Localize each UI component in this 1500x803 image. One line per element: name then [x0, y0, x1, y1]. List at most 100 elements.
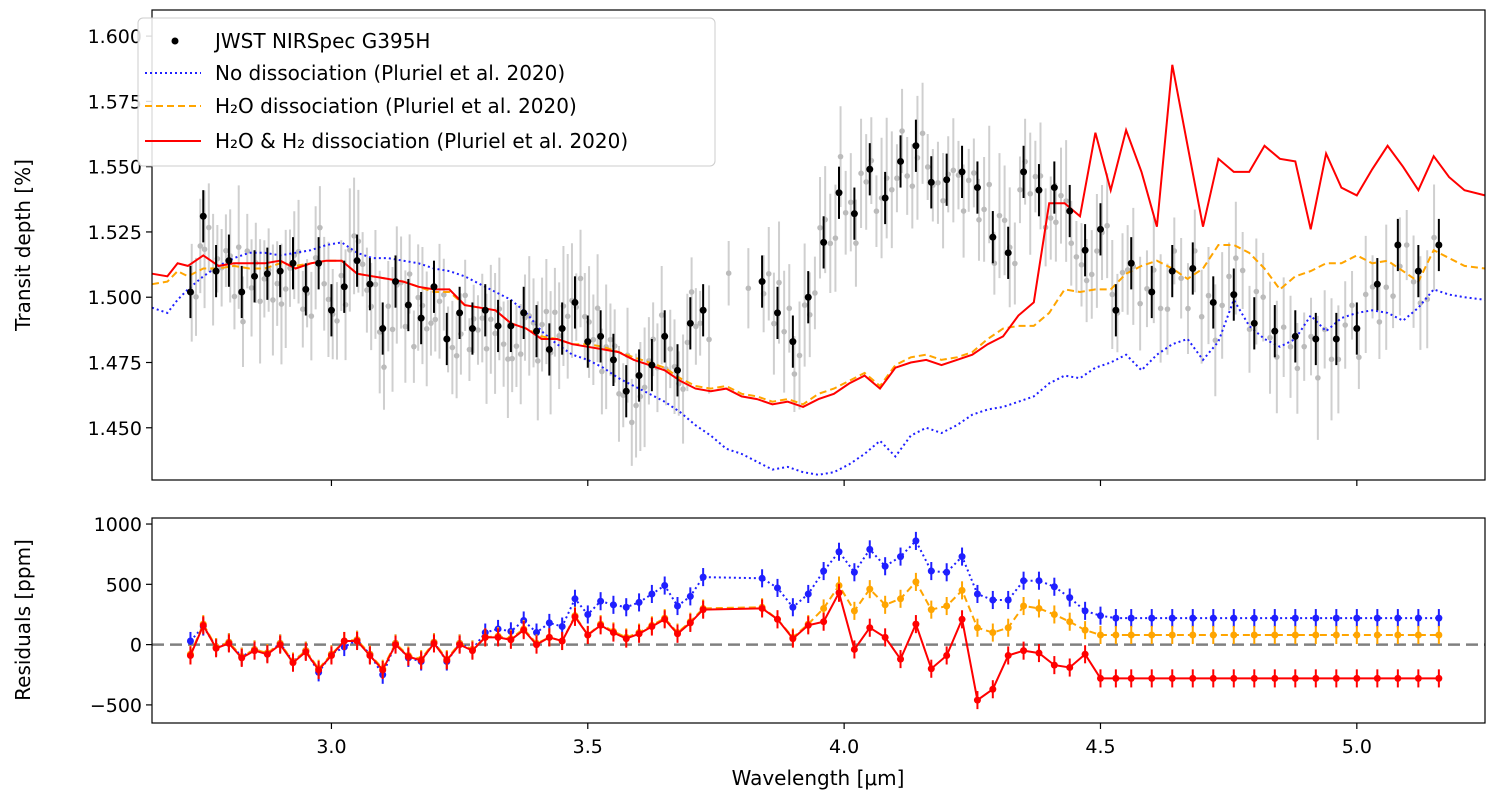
residual-point	[1209, 631, 1217, 639]
data-point	[597, 332, 605, 340]
residual-point	[1271, 614, 1279, 622]
data-point	[758, 278, 766, 286]
unbinned-point	[270, 297, 276, 303]
residual-point	[571, 595, 579, 603]
data-point	[1209, 298, 1217, 306]
residuals-panel: −500 0 500 1000 3.0 3.5 4.0 4.5 5.0 Residuals […	[11, 514, 1486, 790]
residual-point	[494, 633, 502, 641]
residual-point	[927, 606, 935, 614]
residual-point	[1096, 631, 1104, 639]
data-point	[1230, 291, 1238, 299]
unbinned-point	[334, 318, 340, 324]
unbinned-point	[325, 296, 332, 303]
unbinned-point	[1178, 275, 1184, 282]
residual-point	[1168, 631, 1176, 639]
unbinned-point	[688, 289, 695, 295]
data-point	[820, 238, 828, 246]
unbinned-point	[248, 285, 255, 291]
residual-point	[1148, 631, 1156, 639]
residual-point	[1112, 631, 1120, 639]
residual-point	[1209, 614, 1217, 622]
unbinned-point	[791, 371, 798, 377]
unbinned-point	[513, 343, 520, 349]
unbinned-point	[240, 318, 246, 325]
data-point	[661, 332, 669, 340]
legend-label-h2o-dissociation: H₂O dissociation (Pluriel et al. 2020)	[215, 94, 577, 118]
residual-point	[1096, 674, 1104, 682]
unbinned-point	[1219, 302, 1225, 309]
data-point	[1353, 325, 1361, 333]
unbinned-point	[1137, 300, 1143, 307]
unbinned-point	[633, 402, 639, 409]
unbinned-point	[1376, 319, 1383, 325]
residual-point	[674, 602, 682, 610]
unbinned-point	[1185, 305, 1191, 312]
data-point	[251, 272, 259, 280]
residual-point	[1112, 614, 1120, 622]
unbinned-point	[1078, 262, 1085, 268]
residual-point	[1291, 631, 1299, 639]
residual-point	[276, 641, 284, 649]
data-point	[1081, 246, 1089, 254]
unbinned-point	[577, 275, 584, 282]
binned-data-points	[186, 119, 1443, 418]
bottom-x-tick-label: 4.0	[829, 736, 859, 758]
unbinned-point	[981, 206, 987, 213]
residual-point	[897, 655, 905, 663]
residual-point	[674, 630, 682, 638]
residual-point	[1050, 583, 1058, 591]
unbinned-point	[321, 280, 327, 287]
unbinned-point	[449, 344, 456, 351]
residual-point	[1353, 674, 1361, 682]
residual-point	[648, 590, 656, 598]
residual-point	[1332, 614, 1340, 622]
model-line-h2o-dissociation	[151, 244, 1486, 406]
residual-point	[881, 562, 889, 570]
residual-point	[758, 604, 766, 612]
unbinned-point	[1088, 271, 1095, 278]
unbinned-point	[364, 287, 370, 293]
residual-point	[1081, 607, 1089, 615]
unbinned-point	[1417, 300, 1424, 306]
residual-line-no-dissociation	[189, 539, 1439, 677]
data-point	[1312, 335, 1320, 343]
residual-point	[686, 592, 694, 600]
residual-point	[571, 613, 579, 621]
residual-point	[366, 651, 374, 659]
residual-point	[1127, 631, 1135, 639]
data-point	[533, 327, 541, 335]
unbinned-point	[505, 356, 511, 362]
unbinned-point	[599, 368, 605, 375]
residual-point	[1148, 674, 1156, 682]
data-point	[443, 335, 451, 343]
unbinned-point	[432, 316, 439, 323]
unbinned-point	[1362, 291, 1369, 298]
bottom-y-tick-label: −500	[90, 695, 142, 717]
unbinned-point	[1032, 173, 1039, 180]
unbinned-point	[1260, 294, 1266, 300]
residual-point	[989, 629, 997, 637]
unbinned-point	[466, 346, 473, 353]
residual-point	[804, 590, 812, 598]
residual-point	[912, 537, 920, 545]
unbinned-point	[556, 332, 562, 339]
residual-point	[866, 585, 874, 593]
data-point	[520, 309, 528, 317]
data-point	[404, 301, 412, 309]
residual-point	[533, 641, 541, 649]
unbinned-point	[1280, 324, 1287, 330]
data-point	[199, 212, 207, 220]
residual-point	[958, 553, 966, 561]
residual-point	[773, 615, 781, 623]
residual-point	[943, 651, 951, 659]
unbinned-point	[607, 336, 614, 343]
unbinned-point	[1083, 277, 1090, 284]
unbinned-point	[1349, 302, 1355, 309]
residual-point	[520, 626, 528, 634]
data-point	[1035, 186, 1043, 194]
unbinned-point	[1198, 313, 1205, 320]
unbinned-point	[244, 248, 251, 254]
residual-point	[1020, 577, 1028, 585]
legend: JWST NIRSpec G395H No dissociation (Plur…	[137, 17, 716, 167]
